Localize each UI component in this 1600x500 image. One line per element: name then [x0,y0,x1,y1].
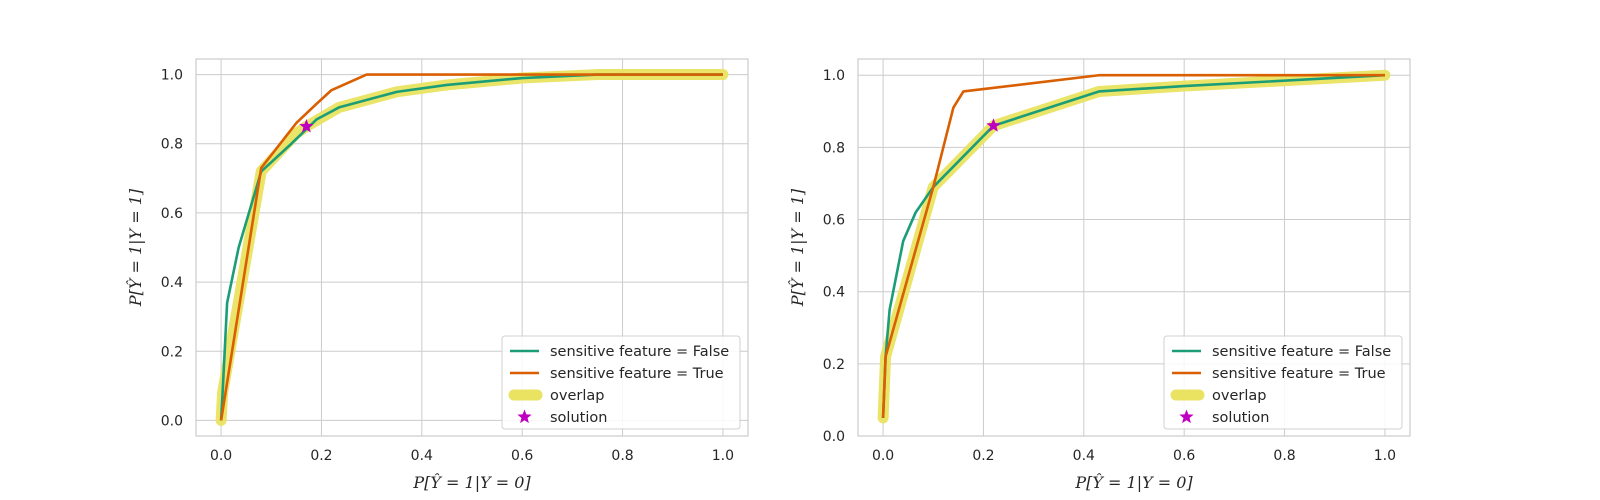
y-tick-label: 0.8 [823,140,845,156]
legend-label-false: sensitive feature = False [550,344,729,360]
series-line-false [219,73,723,421]
x-tick-label: 0.4 [411,448,433,464]
series-line-false [881,73,1385,419]
y-tick-label: 1.0 [161,68,183,84]
y-axis-label: P[Ŷ = 1|Y = 1] [125,188,145,307]
x-tick-label: 1.0 [712,448,734,464]
x-axis-label: P[Ŷ = 1|Y = 0] [412,472,531,492]
legend-label-overlap: overlap [550,388,604,404]
solution-marker [986,118,1001,132]
x-tick-label: 0.2 [972,448,994,464]
x-tick-label: 0.0 [872,448,894,464]
y-tick-label: 0.4 [161,275,183,291]
y-axis-label: P[Ŷ = 1|Y = 1] [787,188,807,307]
legend-box [501,335,741,430]
series-line-true [219,73,723,421]
plot-frame [857,58,1411,437]
y-tick-label: 0.4 [823,285,845,301]
legend: sensitive feature = False sensitive featu… [1163,335,1403,430]
legend-label-true: sensitive feature = True [550,366,724,382]
x-tick-label: 0.6 [1173,448,1195,464]
y-tick-label: 0.6 [161,206,183,222]
y-tick-label: 0.2 [823,357,845,373]
y-tick-label: 0.2 [161,344,183,360]
x-tick-label: 1.0 [1374,448,1396,464]
chart-panel-2: 0.0 0.2 0.4 0.6 0.8 1.0 0.0 0.2 0.4 0.6 0.8 1.0 P[Ŷ … [787,58,1411,492]
series-line-true [881,73,1385,419]
legend-handle-solution [1179,409,1194,424]
x-tick-label: 0.6 [511,448,533,464]
legend: sensitive feature = False sensitive featu… [501,335,741,430]
chart-panel-1: 0.0 0.2 0.4 0.6 0.8 1.0 0.0 0.2 0.4 0.6 0.8 1.0 P[Ŷ … [125,58,749,492]
x-tick-label: 0.4 [1073,448,1095,464]
x-tick-label: 0.2 [310,448,332,464]
solution-marker [299,118,314,133]
x-tick-label: 0.8 [1273,448,1295,464]
legend-label-solution: solution [1212,410,1269,426]
legend-label-solution: solution [550,410,607,426]
y-tick-label: 1.0 [823,68,845,84]
y-tick-label: 0.6 [823,213,845,229]
legend-label-true: sensitive feature = True [1212,366,1386,382]
plot-frame [195,58,749,437]
x-axis-label: P[Ŷ = 1|Y = 0] [1074,472,1193,492]
y-tick-label: 0.0 [823,429,845,445]
y-tick-label: 0.0 [161,413,183,429]
y-tick-label: 0.8 [161,137,183,153]
x-tick-label: 0.0 [210,448,232,464]
legend-box [1163,335,1403,430]
legend-handle-solution [517,409,532,424]
x-tick-label: 0.8 [611,448,633,464]
legend-label-false: sensitive feature = False [1212,344,1391,360]
legend-label-overlap: overlap [1212,388,1266,404]
